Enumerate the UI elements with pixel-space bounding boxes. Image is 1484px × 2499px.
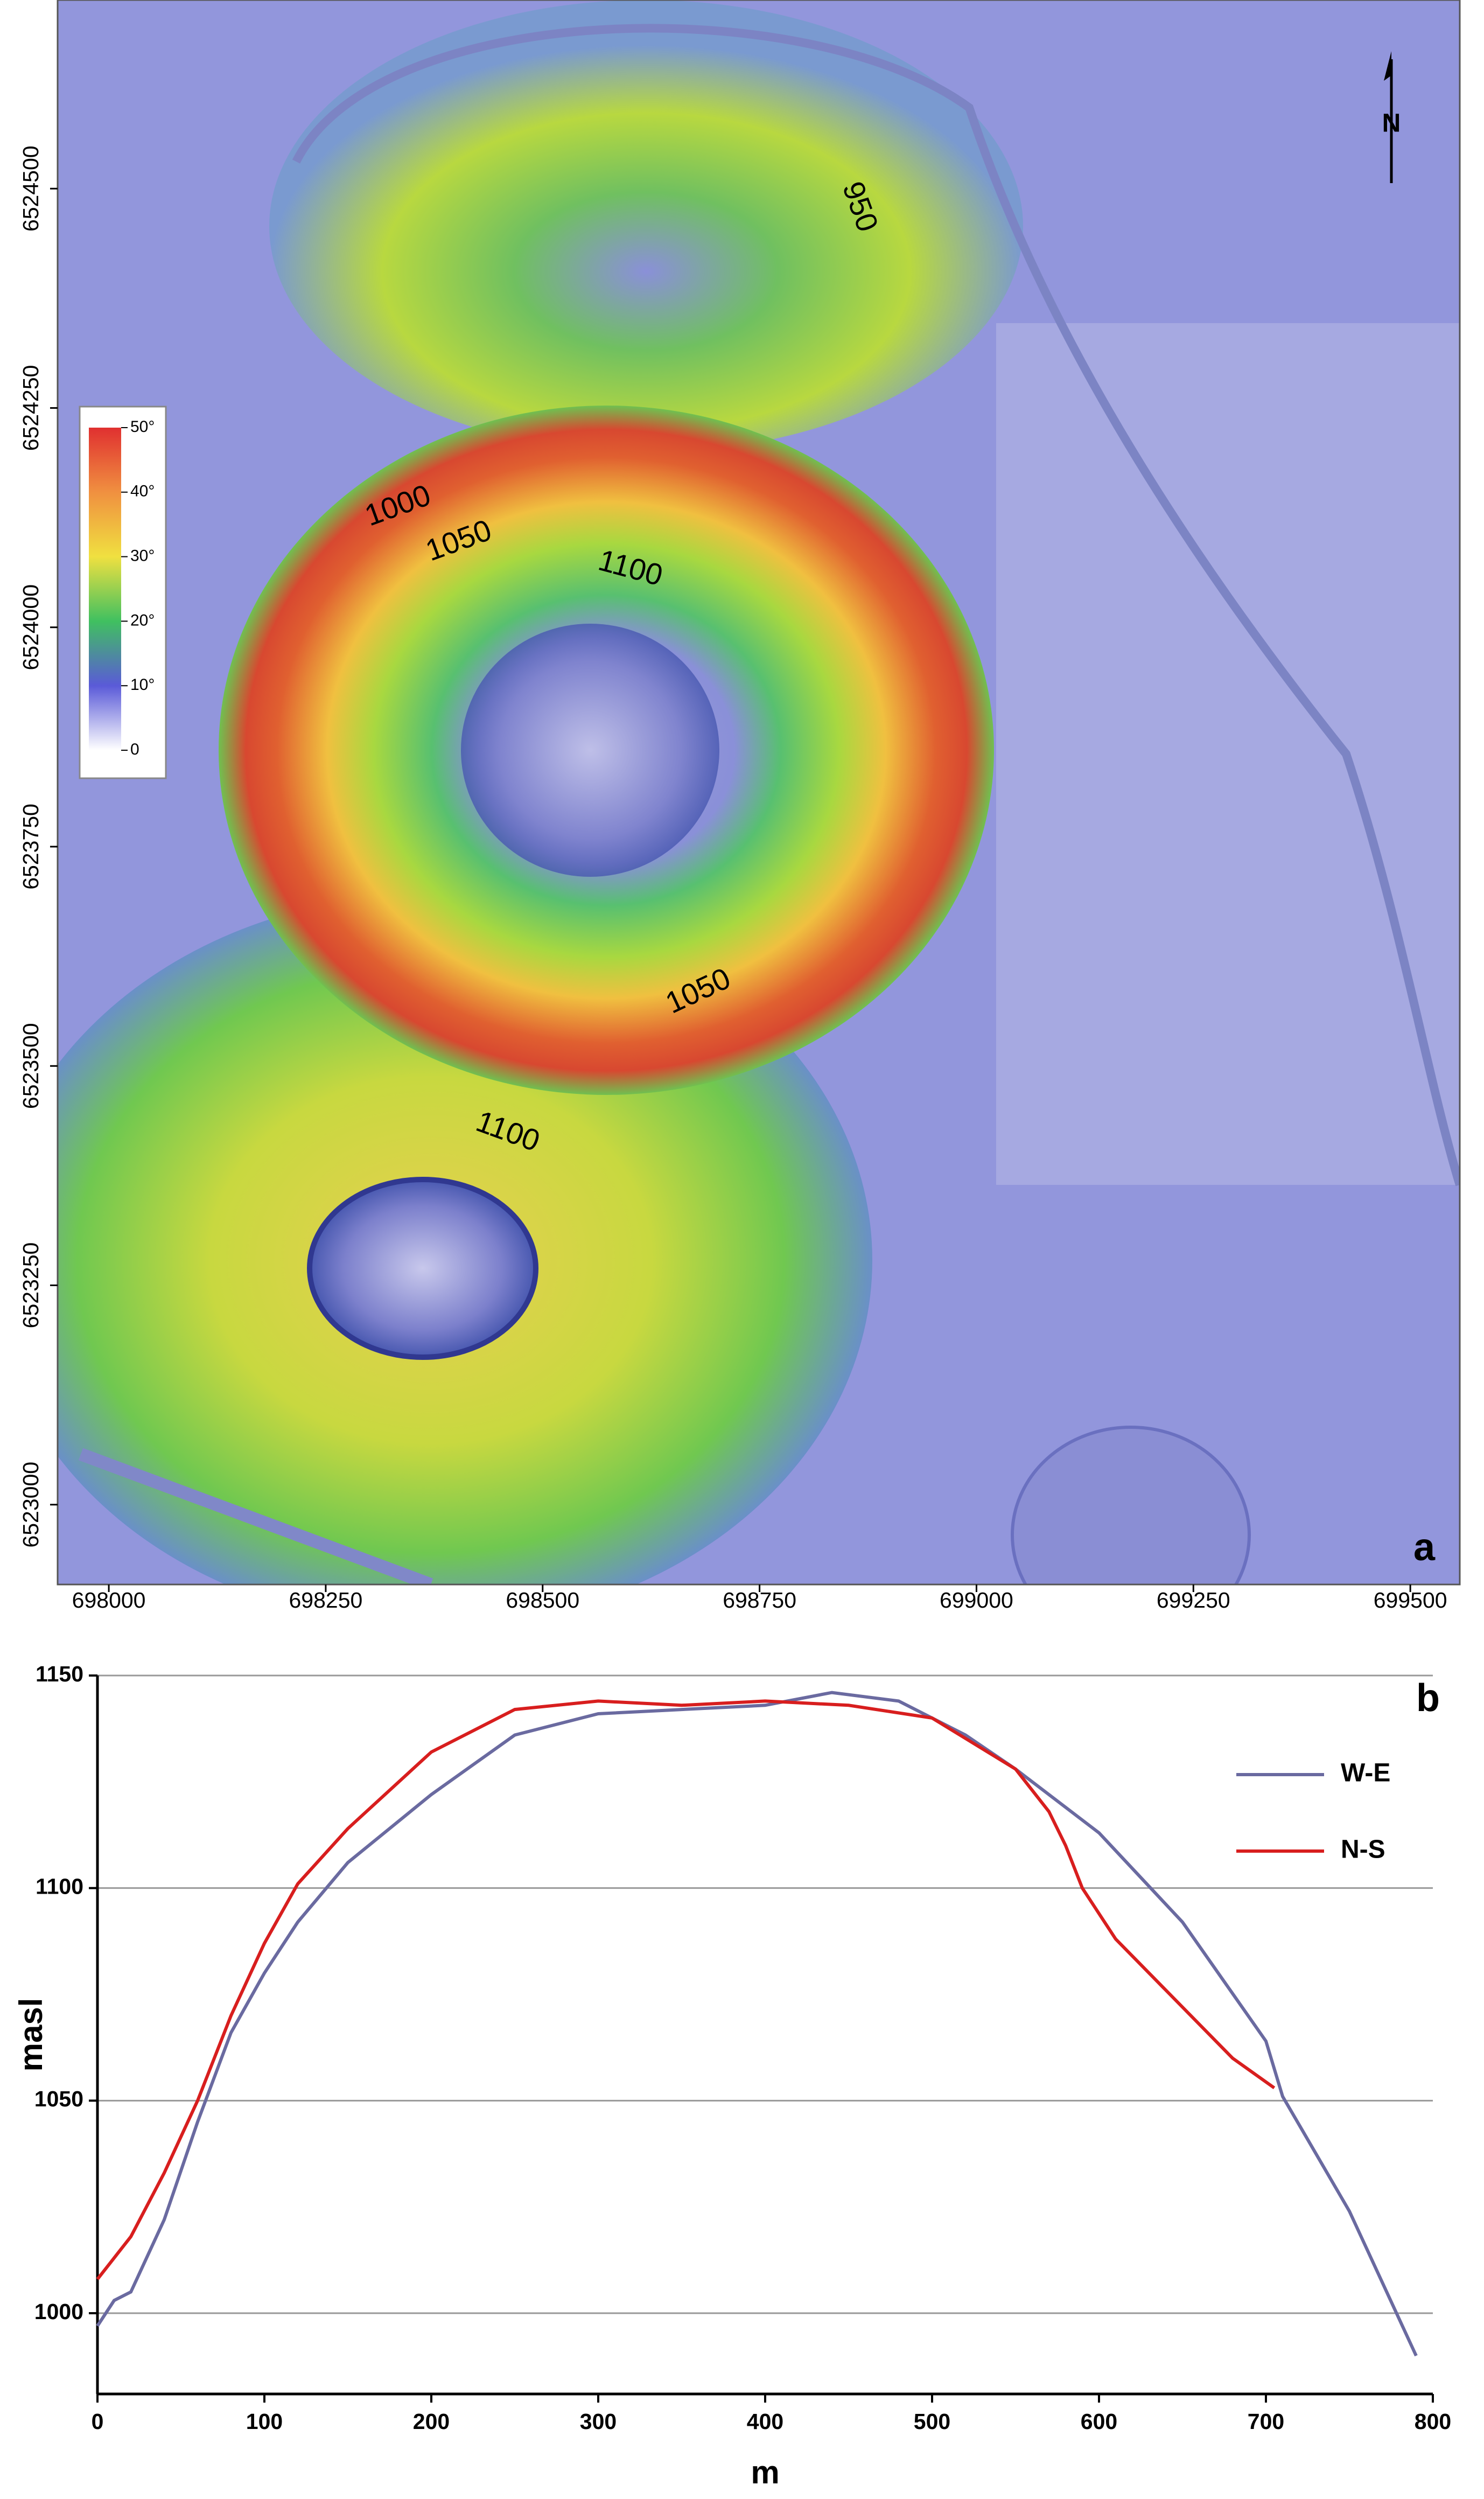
x-tick-label: 500: [914, 2409, 950, 2434]
x-tick-label: 698000: [72, 1588, 146, 1613]
x-tick-label: 699250: [1157, 1588, 1230, 1613]
line: [96, 1691, 1418, 2357]
y-tick-label: 6523250: [18, 1242, 43, 1329]
legend-label: W-E: [1341, 1759, 1390, 1788]
north-label: N: [1382, 109, 1401, 138]
colorbar-tick-label: 20°: [130, 611, 155, 629]
panel-label: b: [1416, 1677, 1440, 1720]
legend-label: N-S: [1341, 1835, 1385, 1864]
colorbar-tick-label: 10°: [130, 676, 155, 694]
map-panel: 698000 698250 698500 698750 699000 699250 6995…: [18, 0, 1461, 1613]
profile-panel: 1000 1050 1100 1150 0 100 200 300 400 500 600 700 80…: [13, 1662, 1451, 2490]
x-tick-label: 698500: [506, 1588, 579, 1613]
colorbar-tick-label: 40°: [130, 483, 155, 500]
x-tick-label: 300: [580, 2409, 617, 2434]
y-tick-label: 6523500: [18, 1023, 43, 1109]
x-tick-label: 400: [747, 2409, 783, 2434]
south-crater: [307, 1177, 538, 1360]
y-tick-label: 6523000: [18, 1462, 43, 1548]
map-frame: [57, 0, 1461, 1586]
road: [78, 1448, 433, 1584]
fields: [996, 323, 1460, 1185]
x-tick-label: 800: [1415, 2409, 1451, 2434]
x-tick-label: 600: [1081, 2409, 1117, 2434]
line: [96, 1699, 1276, 2280]
small-cone: [1011, 1426, 1251, 1584]
x-tick-label: 200: [413, 2409, 450, 2434]
x-tick-label: 100: [246, 2409, 283, 2434]
north-arrowhead: [1384, 51, 1391, 81]
y-tick-label: 1050: [34, 2086, 83, 2111]
x-tick-label: 699500: [1374, 1588, 1447, 1613]
y-tick-label: 1000: [34, 2299, 83, 2324]
y-tick-label: 1150: [36, 1662, 83, 1686]
x-tick-label: 0: [92, 2409, 104, 2434]
y-tick-label: 6524500: [18, 145, 43, 232]
y-tick-label: 6524000: [18, 584, 43, 671]
y-tick-label: 1100: [36, 1874, 83, 1899]
x-tick-label: 698750: [723, 1588, 796, 1613]
north-cone: [269, 0, 1023, 452]
panel-label: a: [1413, 1526, 1436, 1569]
x-tick-label: 699000: [940, 1588, 1013, 1613]
central-crater: [461, 624, 719, 877]
colorbar: [89, 428, 121, 750]
y-axis-label: masl: [13, 1998, 49, 2072]
colorbar-tick-label: 0: [130, 741, 139, 758]
y-tick-label: 6524250: [18, 365, 43, 451]
colorbar-tick-label: 30°: [130, 547, 155, 565]
x-tick-label: 700: [1248, 2409, 1284, 2434]
y-tick-label: 6523750: [18, 804, 43, 890]
colorbar-tick-label: 50°: [130, 418, 155, 436]
x-tick-label: 698250: [289, 1588, 363, 1613]
road: [292, 24, 1460, 1186]
x-axis-label: m: [751, 2454, 779, 2490]
